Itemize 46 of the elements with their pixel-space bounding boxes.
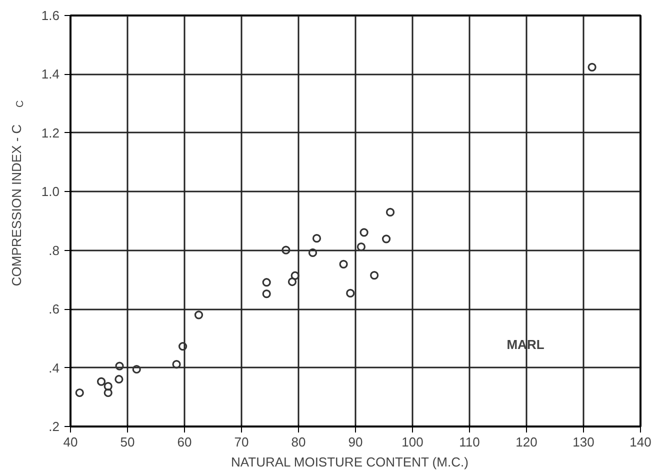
text: COMPRESSION INDEX - CC <box>9 100 26 286</box>
x-tick-label: 60 <box>177 434 192 450</box>
x-tick-label: 90 <box>348 434 363 450</box>
point <box>194 310 204 320</box>
point <box>360 228 368 237</box>
x-tick-label: 140 <box>630 434 652 450</box>
point <box>104 388 112 398</box>
point <box>370 271 379 280</box>
point <box>178 342 188 351</box>
point <box>290 271 300 280</box>
point <box>308 248 318 257</box>
point <box>262 290 271 298</box>
point <box>132 364 141 374</box>
point <box>588 62 596 72</box>
x-tick-label: 80 <box>291 434 306 450</box>
y-tick-label: .8 <box>48 242 60 258</box>
x-axis-title: NATURAL MOISTURE CONTENT (M.C.) <box>231 454 468 470</box>
point <box>346 288 355 298</box>
x-tick-label: 100 <box>402 434 424 450</box>
x-tick-label: 120 <box>516 434 538 450</box>
y-tick-label: 1.4 <box>41 66 60 82</box>
y-tick-label: 1.2 <box>41 125 60 140</box>
point <box>172 360 181 369</box>
x-tick-label: 50 <box>120 434 135 450</box>
y-tick-label: .4 <box>48 360 60 376</box>
point <box>312 234 322 243</box>
point <box>386 208 395 216</box>
x-tick-label: 130 <box>572 434 594 450</box>
point <box>262 278 271 287</box>
point <box>382 234 391 244</box>
x-tick-label: 110 <box>459 434 480 450</box>
x-tick-label: 40 <box>63 434 78 450</box>
point <box>339 260 348 268</box>
point <box>104 382 112 391</box>
point <box>115 362 124 370</box>
x-tick-label: 70 <box>234 434 249 450</box>
point <box>282 246 290 254</box>
y-tick-label: 1.6 <box>41 8 60 23</box>
point <box>96 377 106 386</box>
point <box>288 277 297 286</box>
point <box>114 374 124 384</box>
y-tick-label: .6 <box>48 302 60 317</box>
point <box>356 242 366 252</box>
point <box>75 388 84 398</box>
y-tick-label: .2 <box>48 419 60 434</box>
y-tick-label: 1.0 <box>41 184 60 200</box>
